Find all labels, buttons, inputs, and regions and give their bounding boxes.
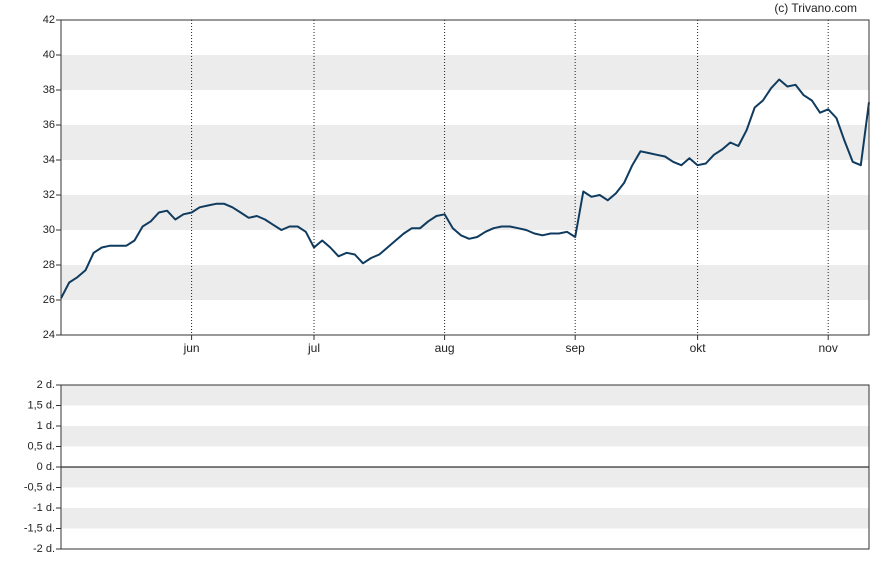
y-tick-label: 1,5 d. (27, 399, 55, 411)
band (61, 467, 869, 488)
y-tick-label: 1 d. (37, 420, 55, 432)
y-tick-label: 34 (43, 154, 55, 166)
band (61, 195, 869, 230)
y-tick-label: 28 (43, 259, 55, 271)
y-tick-label: -1 d. (33, 502, 55, 514)
y-tick-label: -1,5 d. (24, 522, 55, 534)
x-tick-label: jun (183, 341, 200, 355)
band (61, 265, 869, 300)
plot-frame (60, 384, 870, 550)
band (61, 125, 869, 160)
price-line (60, 78, 870, 299)
y-tick-label: 0,5 d. (27, 440, 55, 452)
band (61, 55, 869, 90)
band (61, 385, 869, 406)
x-tick-label: sep (566, 341, 586, 355)
y-tick-label: 26 (43, 294, 55, 306)
y-tick-label: -0,5 d. (24, 481, 55, 493)
x-tick-label: jul (307, 341, 320, 355)
credit: (c) Trivano.com (774, 1, 857, 15)
y-tick-label: 40 (43, 49, 55, 61)
band (61, 508, 869, 529)
y-tick-label: 24 (43, 329, 55, 341)
y-tick-label: 30 (43, 224, 55, 236)
band (61, 426, 869, 447)
y-tick-label: 36 (43, 119, 55, 131)
y-tick-label: 42 (43, 14, 55, 26)
x-tick-label: okt (690, 341, 707, 355)
x-tick-label: aug (435, 341, 455, 355)
y-tick-label: -2 d. (33, 543, 55, 555)
plot-frame (60, 19, 870, 336)
y-tick-label: 38 (43, 84, 55, 96)
y-tick-label: 0 d. (37, 461, 55, 473)
y-tick-label: 32 (43, 189, 55, 201)
x-tick-label: nov (819, 341, 838, 355)
y-tick-label: 2 d. (37, 379, 55, 391)
